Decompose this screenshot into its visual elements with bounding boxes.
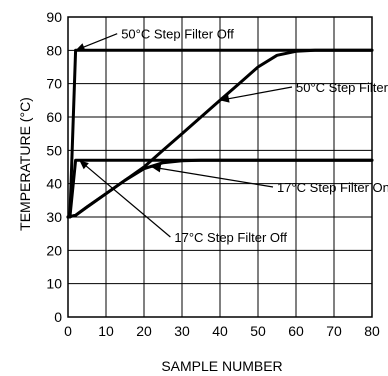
y-tick-label: 30 — [46, 209, 62, 225]
arrowhead-icon — [75, 43, 86, 51]
plot-frame — [67, 16, 373, 318]
y-tick-label: 20 — [46, 242, 62, 258]
tick-labels: 0 10 20 30 40 50 60 70 80 0 10 20 30 40 50 60 70 80 90 — [46, 9, 380, 339]
x-tick-label: 20 — [136, 323, 152, 339]
x-tick-label: 60 — [288, 323, 304, 339]
annotation-leader — [79, 159, 171, 238]
annotations: 50°C Step Filter Off 50°C Step Filter On 1… — [75, 27, 388, 245]
y-tick-label: 50 — [46, 142, 62, 158]
y-tick-label: 90 — [46, 9, 62, 25]
x-axis-label: SAMPLE NUMBER — [161, 358, 282, 374]
x-tick-label: 50 — [250, 323, 266, 339]
grid — [67, 16, 373, 318]
annotation-label: 50°C Step Filter Off — [121, 27, 234, 42]
annotation-label: 17°C Step Filter Off — [174, 230, 287, 245]
x-tick-label: 70 — [326, 323, 342, 339]
y-tick-label: 40 — [46, 176, 62, 192]
series-lines — [66, 48, 374, 219]
annotation-leader — [219, 86, 293, 101]
y-tick-label: 60 — [46, 109, 62, 125]
annotation-leader — [151, 166, 274, 188]
y-tick-label: 70 — [46, 76, 62, 92]
annotation-label: 50°C Step Filter On — [296, 80, 388, 95]
annotation-label: 17°C Step Filter On — [277, 180, 388, 195]
y-axis-label: TEMPERATURE (°C) — [17, 97, 33, 231]
x-tick-label: 0 — [64, 323, 72, 339]
arrowhead-icon — [79, 160, 89, 170]
x-tick-label: 80 — [364, 323, 380, 339]
arrowhead-icon — [151, 164, 162, 173]
x-tick-label: 10 — [98, 323, 114, 339]
y-tick-label: 0 — [54, 309, 62, 325]
series-line-3 — [66, 158, 374, 219]
y-tick-label: 10 — [46, 276, 62, 292]
x-tick-label: 30 — [174, 323, 190, 339]
x-tick-label: 40 — [212, 323, 228, 339]
arrowhead-icon — [220, 94, 230, 103]
y-tick-label: 80 — [46, 42, 62, 58]
